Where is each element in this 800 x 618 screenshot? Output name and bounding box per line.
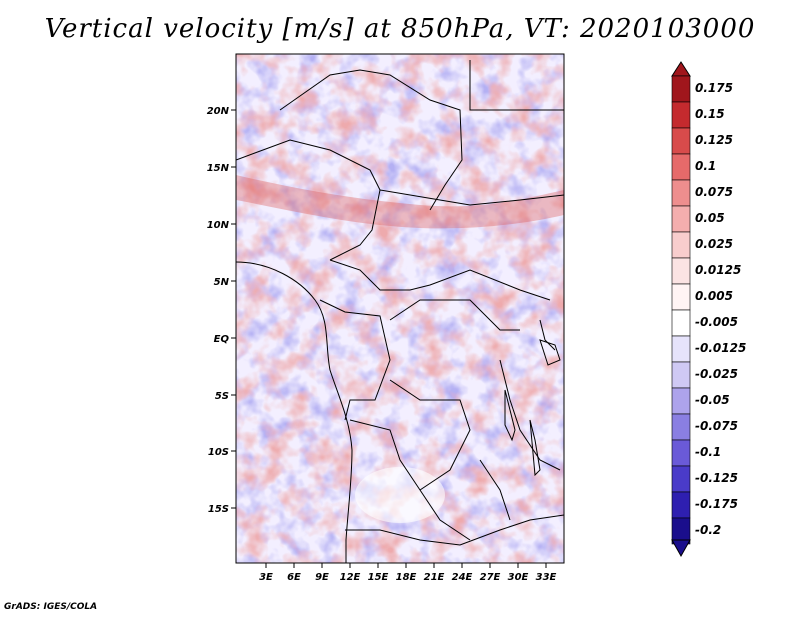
colorbar-swatch	[671, 127, 691, 155]
lat-label: EQ	[214, 334, 230, 345]
lat-label: 5N	[214, 277, 230, 288]
lon-label: 30E	[508, 572, 529, 583]
map-frame	[235, 53, 565, 564]
colorbar-label: -0.2	[695, 523, 721, 537]
colorbar-swatch	[671, 283, 691, 311]
lon-label: 24E	[452, 572, 473, 583]
lat-label: 10S	[208, 447, 229, 458]
colorbar-swatch	[671, 205, 691, 233]
colorbar: 0.175 0.15 0.125 0.1 0.075 0.05 0.025 0.…	[671, 61, 746, 558]
map-plot-area	[236, 54, 564, 563]
lon-label: 9E	[315, 572, 329, 583]
colorbar-swatch	[671, 387, 691, 415]
colorbar-label: 0.15	[695, 107, 725, 121]
colorbar-label: 0.0125	[695, 263, 741, 277]
lat-label: 5S	[215, 391, 229, 402]
colorbar-swatch	[671, 231, 691, 259]
lake-outlines	[504, 339, 561, 477]
colorbar-swatch	[671, 257, 691, 285]
lon-label: 6E	[287, 572, 301, 583]
colorbar-label: 0.175	[695, 81, 733, 95]
colorbar-label: 0.125	[695, 133, 733, 147]
colorbar-label: -0.0125	[695, 341, 746, 355]
colorbar-label: -0.175	[695, 497, 738, 511]
colorbar-label: 0.075	[695, 185, 733, 199]
colorbar-swatch	[671, 465, 691, 493]
coastline	[236, 261, 353, 563]
lat-label: 20N	[207, 106, 230, 117]
colorbar-swatch	[671, 179, 691, 207]
colorbar-label: -0.025	[695, 367, 738, 381]
colorbar-label: -0.125	[695, 471, 738, 485]
colorbar-label: -0.075	[695, 419, 738, 433]
lon-label: 18E	[396, 572, 417, 583]
colorbar-label: 0.025	[695, 237, 733, 251]
colorbar-label: 0.1	[695, 159, 716, 173]
country-borders	[236, 60, 564, 546]
lon-label: 3E	[259, 572, 273, 583]
lon-label: 12E	[340, 572, 361, 583]
lat-label: 10N	[207, 220, 230, 231]
longitude-axis: 3E 6E 9E 12E 15E 18E 21E 24E 27E 30E 33E	[259, 563, 557, 583]
colorbar-label: 0.005	[695, 289, 733, 303]
colorbar-swatch	[671, 309, 691, 337]
colorbar-swatch	[671, 75, 691, 103]
lat-label: 15S	[208, 504, 229, 515]
colorbar-swatch	[671, 335, 691, 363]
latitude-axis: 20N 15N 10N 5N EQ 5S 10S 15S	[207, 106, 236, 515]
lat-label: 15N	[207, 163, 230, 174]
colorbar-swatch	[671, 361, 691, 389]
colorbar-swatch	[671, 413, 691, 441]
colorbar-bottom-arrow	[671, 539, 691, 558]
footer-credit: GrADS: IGES/COLA	[4, 602, 98, 612]
colorbar-label: -0.005	[695, 315, 738, 329]
colorbar-label: -0.05	[695, 393, 730, 407]
colorbar-swatch	[671, 439, 691, 467]
lon-label: 27E	[480, 572, 501, 583]
colorbar-label: 0.05	[695, 211, 725, 225]
lon-label: 21E	[424, 572, 445, 583]
plot-title: Vertical velocity [m/s] at 850hPa, VT: 2…	[44, 14, 756, 44]
lon-label: 15E	[368, 572, 389, 583]
colorbar-label: -0.1	[695, 445, 721, 459]
colorbar-swatch	[671, 101, 691, 129]
colorbar-top-arrow	[671, 61, 691, 77]
lon-label: 33E	[536, 572, 557, 583]
colorbar-swatch	[671, 153, 691, 181]
colorbar-swatch	[671, 491, 691, 519]
